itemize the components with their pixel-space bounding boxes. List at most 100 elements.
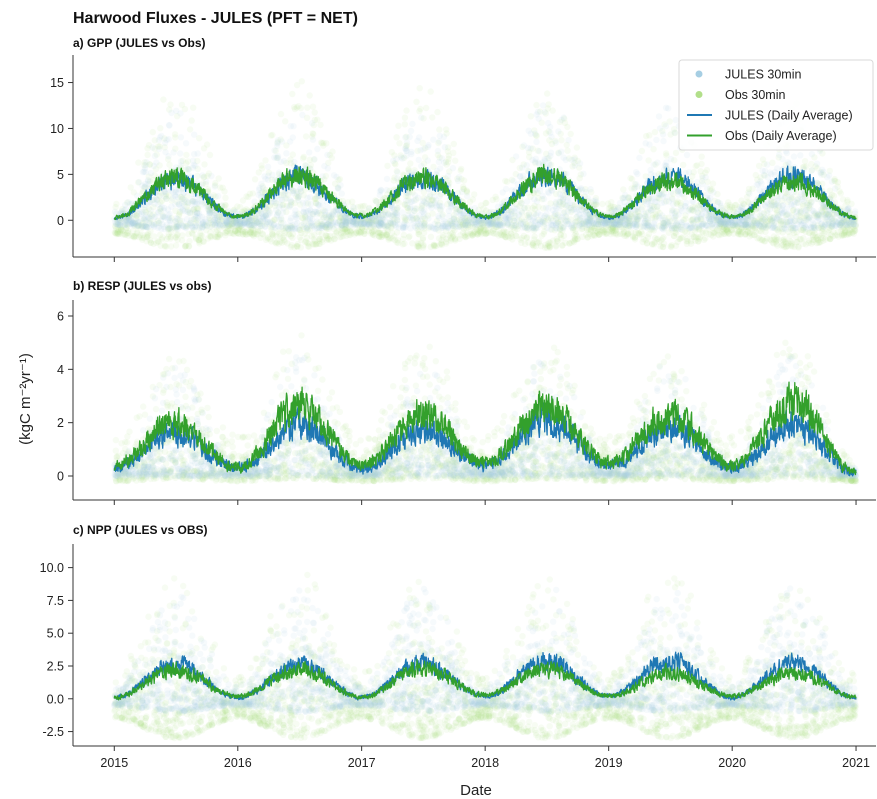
scatter-point <box>723 223 731 230</box>
scatter-point <box>215 230 222 238</box>
scatter-point <box>839 230 846 238</box>
scatter-point <box>401 121 408 128</box>
scatter-point <box>424 212 431 219</box>
scatter-point <box>662 150 670 157</box>
scatter-point <box>384 162 391 170</box>
scatter-point <box>161 243 169 250</box>
scatter-point <box>317 121 324 129</box>
scatter-point <box>751 226 758 233</box>
scatter-point <box>297 104 304 112</box>
scatter-point <box>767 198 775 205</box>
scatter-point <box>460 183 467 190</box>
scatter-point <box>808 167 815 174</box>
scatter-point <box>565 137 572 144</box>
scatter-point <box>659 212 666 219</box>
scatter-point <box>809 238 817 246</box>
scatter-point <box>567 130 574 138</box>
scatter-point <box>761 167 769 175</box>
scatter-point <box>247 230 254 238</box>
scatter-point <box>477 202 485 209</box>
scatter-point <box>717 220 724 228</box>
scatter-point <box>377 230 384 237</box>
scatter-point <box>282 118 289 125</box>
scatter-point <box>489 196 496 204</box>
scatter-point <box>614 231 621 238</box>
scatter-point <box>818 169 825 176</box>
scatter-point <box>228 229 235 237</box>
scatter-point <box>534 189 541 197</box>
scatter-point <box>274 139 281 146</box>
scatter-point <box>792 233 800 241</box>
scatter-point <box>427 88 434 95</box>
scatter-point <box>448 235 455 243</box>
scatter-point <box>653 136 660 144</box>
scatter-point <box>287 233 295 240</box>
scatter-point <box>166 224 173 232</box>
scatter-point <box>484 228 492 235</box>
scatter-point <box>271 147 278 154</box>
scatter-point <box>563 202 570 210</box>
scatter-point <box>291 211 298 218</box>
scatter-point <box>292 187 300 194</box>
scatter-point <box>677 235 684 243</box>
scatter-point <box>130 189 137 196</box>
scatter-point <box>557 231 564 238</box>
scatter-point <box>394 169 401 176</box>
scatter-point <box>783 149 790 157</box>
scatter-point <box>393 206 400 213</box>
scatter-point <box>804 207 811 214</box>
scatter-point <box>718 231 725 238</box>
scatter-point <box>415 241 422 248</box>
scatter-point <box>178 101 186 109</box>
scatter-point <box>754 218 761 225</box>
scatter-point <box>324 151 331 159</box>
scatter-point <box>280 236 288 244</box>
scatter-point <box>687 238 695 245</box>
scatter-point <box>821 230 828 237</box>
scatter-point <box>174 223 181 230</box>
scatter-point <box>391 160 398 167</box>
scatter-point <box>645 157 652 164</box>
scatter-point <box>269 231 276 238</box>
scatter-point <box>707 231 715 239</box>
scatter-point <box>427 243 434 251</box>
scatter-point <box>172 242 180 249</box>
scatter-point <box>820 223 827 231</box>
scatter-point <box>435 212 442 220</box>
scatter-point <box>374 212 381 219</box>
scatter-point <box>246 218 253 225</box>
scatter-point <box>444 172 452 180</box>
scatter-point <box>535 195 542 202</box>
scatter-point <box>511 212 518 219</box>
scatter-point <box>402 142 410 150</box>
scatter-point <box>208 233 215 240</box>
scatter-point <box>501 229 508 236</box>
scatter-point <box>793 207 801 214</box>
scatter-point <box>452 220 459 228</box>
scatter-point <box>438 155 446 162</box>
scatter-point <box>157 205 164 212</box>
scatter-point <box>348 230 355 237</box>
scatter-point <box>697 168 704 175</box>
scatter-point <box>422 104 430 112</box>
scatter-point <box>531 202 538 210</box>
scatter-point <box>272 240 280 247</box>
scatter-point <box>720 227 727 234</box>
scatter-point <box>805 237 813 244</box>
scatter-point <box>678 234 685 241</box>
scatter-point <box>157 199 164 206</box>
scatter-point <box>309 130 316 137</box>
scatter-point <box>446 168 453 175</box>
scatter-point <box>309 210 317 218</box>
scatter-point <box>821 204 828 211</box>
scatter-point <box>586 211 593 218</box>
scatter-point <box>439 232 447 239</box>
scatter-point <box>147 239 155 247</box>
scatter-point <box>661 220 669 227</box>
scatter-point <box>401 114 409 121</box>
scatter-point <box>436 126 443 133</box>
scatter-point <box>678 225 685 233</box>
scatter-point <box>161 214 169 221</box>
scatter-point <box>382 223 389 230</box>
scatter-point <box>587 213 594 221</box>
